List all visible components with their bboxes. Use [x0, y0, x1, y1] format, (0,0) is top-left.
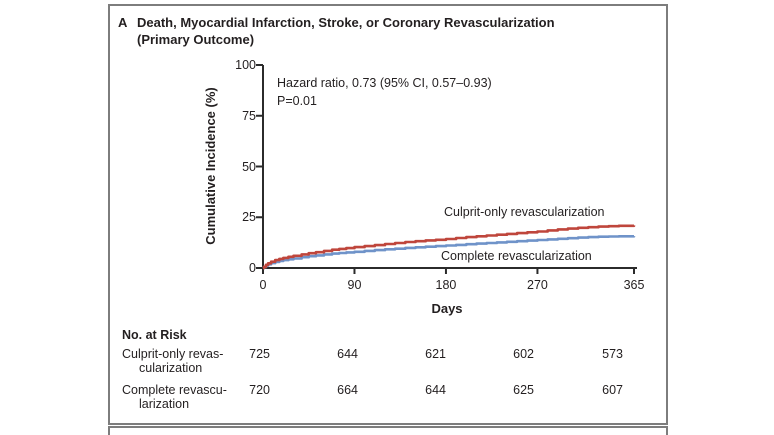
- x-axis-title: Days: [431, 301, 463, 316]
- x-tick-label-270: 270: [527, 278, 548, 292]
- risk-row2-value-day365: 607: [602, 383, 623, 397]
- x-tick-label-180: 180: [435, 278, 457, 292]
- risk-row1-label-line1: Culprit-only revas-: [122, 347, 224, 361]
- risk-table-header: No. at Risk: [122, 328, 187, 342]
- risk-row2-value-day180: 644: [425, 383, 446, 397]
- panel-letter: A: [118, 15, 128, 30]
- risk-row2-label-line2: larization: [139, 397, 190, 411]
- x-tick-label-0: 0: [259, 278, 267, 292]
- risk-row1-value-day365: 573: [602, 347, 623, 361]
- y-tick-label-0: 0: [249, 261, 256, 275]
- risk-row1-value-day90: 644: [337, 347, 358, 361]
- y-tick-label-100: 100: [235, 58, 256, 72]
- curve-complete: [262, 235, 636, 270]
- y-tick-label-50: 50: [242, 159, 256, 174]
- curve-label-complete: Complete revascularization: [441, 249, 592, 263]
- y-tick-label-25: 25: [242, 210, 256, 225]
- panel-title-line1: Death, Myocardial Infarction, Stroke, or…: [137, 15, 555, 30]
- curve-culprit-only: [262, 224, 636, 270]
- y-tick-label-75: 75: [242, 108, 256, 123]
- risk-row2-value-day270: 625: [513, 383, 534, 397]
- risk-row1-label-line2: cularization: [139, 361, 203, 375]
- risk-row1-value-day270: 602: [513, 347, 534, 361]
- risk-row2-label-line1: Complete revascu-: [122, 383, 227, 397]
- x-tick-label-365: 365: [623, 278, 645, 292]
- p-value-annotation: P=0.01: [277, 94, 317, 108]
- panel-b-border-sliver: [108, 426, 668, 435]
- risk-row1-value-day180: 621: [425, 347, 446, 361]
- risk-row1-value-day0: 725: [249, 347, 270, 361]
- risk-row2-value-day90: 664: [337, 383, 358, 397]
- hazard-ratio-annotation: Hazard ratio, 0.73 (95% CI, 0.57–0.93): [277, 76, 492, 90]
- risk-row2-value-day0: 720: [249, 383, 270, 397]
- panel-a-border: [108, 4, 668, 425]
- panel-title-line2: (Primary Outcome): [137, 32, 255, 47]
- x-tick-label-90: 90: [347, 278, 362, 292]
- curve-label-culprit-only: Culprit-only revascularization: [444, 205, 605, 219]
